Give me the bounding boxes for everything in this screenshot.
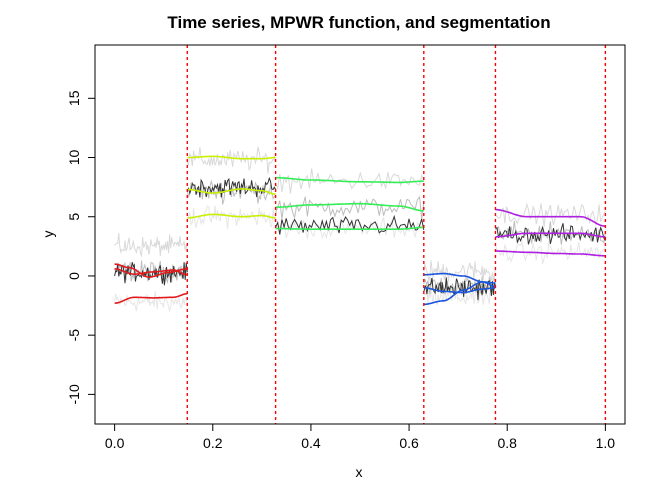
y-axis: -10 -5 0 5 10 15 [66,90,96,405]
curve-layer [114,155,606,306]
segment-3-mean-curve [423,287,496,294]
segment-4-upper-curve [495,208,606,227]
noise-series-2-2 [275,168,425,194]
noise-series-1-2 [186,146,277,174]
y-axis-label: y [40,231,56,238]
noise-series-1-1 [186,179,276,205]
chart-title: Time series, MPWR function, and segmenta… [167,13,550,32]
segment-2-upper-curve [275,176,424,184]
segment-4-lower-curve [495,250,606,257]
x-axis: 0.0 0.2 0.4 0.6 0.8 1.0 [105,423,616,451]
y-tick-label: -10 [66,384,82,404]
segment-0-upper-curve [114,263,188,278]
noise-series-3-0 [423,283,496,306]
x-tick-label: 0.0 [105,435,125,451]
segment-1-upper-curve [187,155,276,160]
y-tick-label: 10 [66,150,82,166]
noise-series-2-1 [275,195,425,220]
segment-2-lower-curve [275,226,424,230]
x-tick-label: 0.6 [399,435,419,451]
y-tick-label: 0 [66,272,82,280]
noise-series-0-0 [114,290,188,313]
x-tick-label: 0.8 [497,435,517,451]
noise-series-1-0 [186,205,277,229]
noise-series-2-0 [275,217,425,240]
x-tick-label: 0.2 [203,435,223,451]
y-tick-label: 15 [66,90,82,106]
observed-series-2 [275,214,425,235]
segment-2-mean-curve [275,202,424,212]
noise-series-3-2 [423,260,496,282]
changepoint-layer [186,45,607,424]
x-axis-label: x [356,464,363,480]
segment-4-mean-curve [495,232,606,238]
y-tick-label: -5 [66,329,82,342]
y-tick-label: 5 [66,213,82,221]
x-tick-label: 1.0 [596,435,616,451]
segment-1-lower-curve [187,213,276,219]
x-tick-label: 0.4 [301,435,321,451]
noise-series-4-1 [495,220,606,245]
observed-series-3 [423,277,496,301]
segment-1-mean-curve [187,188,276,195]
segment-0-mean-curve [114,268,188,276]
segment-3-lower-curve [423,281,496,306]
segment-0-lower-curve [114,292,188,304]
noise-series-0-2 [114,233,188,258]
